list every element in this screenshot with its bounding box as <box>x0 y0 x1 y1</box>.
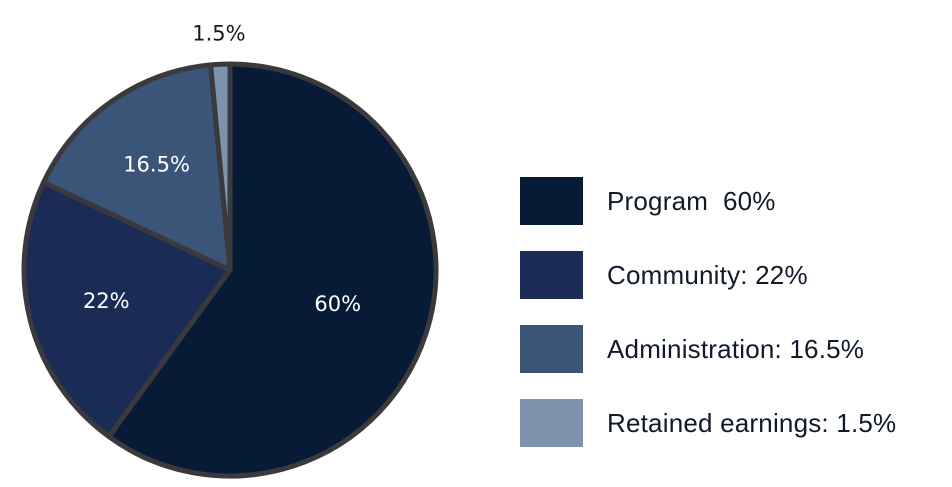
pie-chart-svg: 60% 22% 16.5% 1.5% <box>21 21 439 479</box>
data-label-program: 60% <box>314 292 361 316</box>
legend-swatch-program <box>520 177 583 225</box>
legend-label-program: Program 60% <box>607 185 776 216</box>
legend-label-administration: Administration: 16.5% <box>607 333 865 364</box>
legend: Program 60% Community: 22% Administratio… <box>520 177 896 473</box>
data-label-community: 22% <box>83 289 130 313</box>
legend-swatch-administration <box>520 325 583 373</box>
legend-swatch-retained-earnings <box>520 399 583 447</box>
pie-slice-retained-earnings <box>208 61 233 273</box>
data-label-retained-earnings: 1.5% <box>192 21 245 45</box>
legend-label-retained-earnings: Retained earnings: 1.5% <box>607 407 897 438</box>
pie-chart: 60% 22% 16.5% 1.5% <box>0 0 470 487</box>
legend-swatch-community <box>520 251 583 299</box>
pie-slice-administration <box>41 62 233 273</box>
legend-item-community: Community: 22% <box>520 251 896 299</box>
pie-slice-program <box>106 61 439 479</box>
legend-item-program: Program 60% <box>520 177 896 225</box>
legend-item-administration: Administration: 16.5% <box>520 325 896 373</box>
legend-label-community: Community: 22% <box>607 259 808 290</box>
legend-item-retained-earnings: Retained earnings: 1.5% <box>520 399 896 447</box>
data-label-administration: 16.5% <box>123 153 190 177</box>
